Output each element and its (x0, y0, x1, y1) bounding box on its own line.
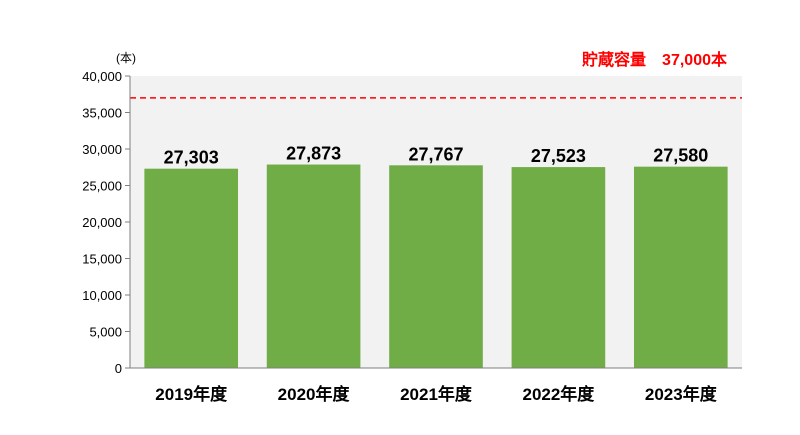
y-tick-label: 35,000 (82, 106, 122, 121)
bar (511, 167, 606, 368)
x-tick-label: 2020年度 (278, 384, 351, 404)
bar (389, 165, 483, 368)
capacity-reference-label: 貯蔵容量 37,000本 (582, 50, 727, 69)
y-tick-label: 15,000 (82, 252, 122, 267)
y-axis-unit-label: (本) (116, 51, 136, 65)
x-tick-label: 2019年度 (155, 384, 228, 404)
x-tick-label: 2022年度 (522, 384, 595, 404)
y-tick-label: 25,000 (82, 179, 122, 194)
y-tick-label: 10,000 (82, 288, 122, 303)
bar-value-label: 27,767 (408, 144, 463, 164)
y-tick-label: 0 (115, 361, 122, 376)
bar-value-label: 27,873 (286, 144, 341, 164)
bar (144, 168, 239, 368)
y-tick-label: 30,000 (82, 142, 122, 157)
x-tick-label: 2021年度 (400, 384, 473, 404)
bars (144, 164, 728, 368)
data-labels: 27,303 27,873 27,767 27,523 27,580 (164, 144, 709, 168)
bar-value-label: 27,303 (164, 148, 219, 168)
y-tick-label: 40,000 (82, 69, 122, 84)
bar (633, 166, 728, 368)
bar-value-label: 27,580 (653, 146, 708, 166)
y-axis: 0 5,000 10,000 15,000 20,000 25,000 30,000 35,0… (82, 69, 130, 376)
x-axis-labels: 2019年度 2020年度 2021年度 2022年度 2023年度 (155, 384, 717, 404)
bar (266, 164, 361, 368)
y-tick-label: 5,000 (89, 325, 122, 340)
x-tick-label: 2023年度 (645, 384, 718, 404)
y-tick-label: 20,000 (82, 215, 122, 230)
bar-value-label: 27,523 (531, 146, 586, 166)
